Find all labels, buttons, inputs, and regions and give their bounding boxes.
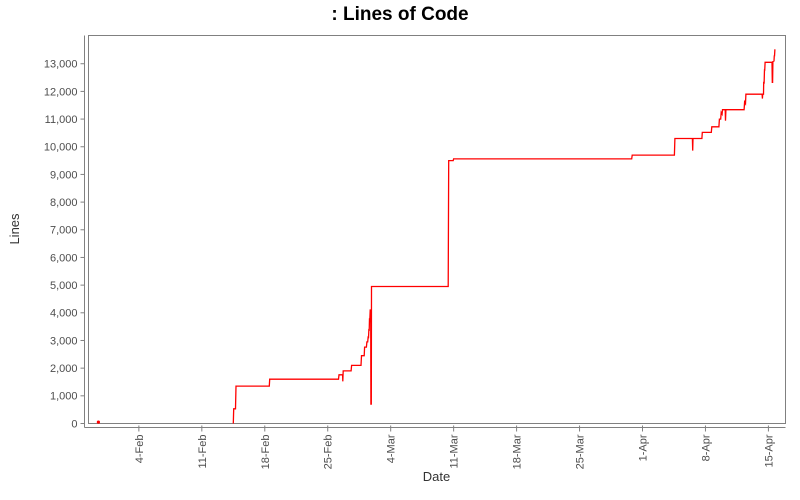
plot-frame	[88, 35, 786, 424]
x-tick-label: 18-Mar	[512, 434, 524, 469]
y-tick-label: 1,000	[50, 391, 78, 403]
chart-title: : Lines of Code	[331, 4, 469, 25]
series-start-point	[96, 420, 100, 424]
x-tick-label: 25-Mar	[575, 434, 587, 469]
x-tick-label: 8-Apr	[700, 434, 712, 461]
x-tick-label: 11-Mar	[449, 434, 461, 468]
y-tick-label: 7,000	[50, 225, 78, 237]
y-tick-label: 0	[71, 418, 77, 430]
y-tick-label: 12,000	[44, 86, 78, 98]
y-tick-label: 3,000	[50, 335, 78, 347]
y-tick-label: 6,000	[50, 252, 78, 264]
x-tick-label: 4-Feb	[134, 435, 146, 464]
x-tick-label: 4-Mar	[386, 434, 398, 463]
y-tick-label: 13,000	[44, 59, 78, 71]
x-tick-label: 25-Feb	[323, 435, 335, 470]
y-tick-label: 8,000	[50, 197, 78, 209]
y-tick-label: 10,000	[44, 142, 78, 154]
y-tick-label: 2,000	[50, 363, 78, 375]
x-tick-label: 11-Feb	[197, 435, 209, 469]
y-tick-label: 4,000	[50, 308, 78, 320]
x-tick-label: 18-Feb	[260, 435, 272, 470]
x-axis-title: Date	[422, 469, 451, 484]
x-tick-label: 15-Apr	[763, 434, 775, 467]
y-tick-label: 9,000	[50, 169, 78, 181]
y-tick-label: 5,000	[50, 280, 78, 292]
series-line	[232, 49, 776, 424]
y-tick-label: 11,000	[45, 114, 78, 126]
x-tick-label: 1-Apr	[638, 434, 650, 461]
